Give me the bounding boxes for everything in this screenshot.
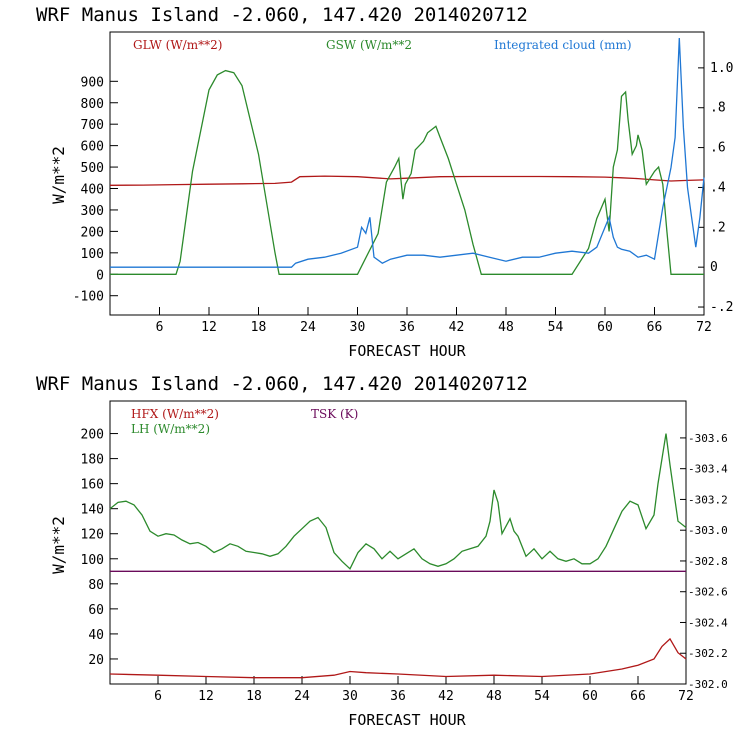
y-tick-label: 60 (88, 603, 104, 618)
y-tick-label: 100 (81, 553, 104, 568)
y-tick-label: -100 (73, 290, 104, 305)
legend-gsw: GSW (W/m**2 (326, 38, 412, 52)
y2-tick-label: -302.0 (688, 678, 728, 691)
y-tick-label: 600 (81, 140, 104, 155)
series-line (110, 37, 705, 268)
top-x-ticks: 6 12 18 24 30 36 42 48 54 60 66 72 (156, 307, 712, 335)
x-tick-label: 30 (350, 320, 366, 335)
y2-tick-label: 1.0 (710, 61, 733, 76)
y2-tick-label: .8 (710, 101, 726, 116)
series-line (109, 175, 705, 186)
y2-tick-label: -303.6 (688, 432, 728, 445)
x-tick-label: 54 (534, 689, 550, 704)
x-tick-label: 12 (201, 320, 217, 335)
bottom-chart-title: WRF Manus Island -2.060, 147.420 2014020… (36, 373, 528, 395)
top-right-y-ticks: -.2 0 .2 .4 .6 .8 1.0 (698, 61, 733, 315)
y-tick-label: 100 (81, 247, 104, 262)
x-tick-label: 48 (486, 689, 502, 704)
bottom-right-y-ticks: -302.0 -302.2 -302.4 -302.6 -302.8 -303.0 -303… (680, 432, 728, 691)
y-tick-label: 200 (81, 428, 104, 443)
legend-lh: LH (W/m**2) (131, 422, 210, 436)
y2-tick-label: -302.2 (688, 647, 728, 660)
bottom-y-ticks: 20 40 60 80 100 120 140 160 180 200 (81, 428, 118, 668)
series-line (110, 69, 704, 275)
y-tick-label: 700 (81, 118, 104, 133)
x-tick-label: 48 (498, 320, 514, 335)
series-line (109, 637, 687, 679)
top-x-axis-label: FORECAST HOUR (348, 342, 466, 360)
y-tick-label: 140 (81, 503, 104, 518)
x-tick-label: 66 (647, 320, 663, 335)
x-tick-label: 6 (156, 320, 164, 335)
y-tick-label: 800 (81, 97, 104, 112)
y-tick-label: 0 (96, 268, 104, 283)
top-plot-frame (109, 31, 705, 316)
y-tick-label: 900 (81, 75, 104, 90)
legend-tsk: TSK (K) (311, 407, 358, 421)
radiation-panel: WRF Manus Island -2.060, 147.420 2014020… (36, 4, 733, 360)
flux-panel: WRF Manus Island -2.060, 147.420 2014020… (36, 373, 728, 729)
y-tick-label: 300 (81, 204, 104, 219)
bottom-x-axis-label: FORECAST HOUR (348, 711, 466, 729)
y-tick-label: 160 (81, 478, 104, 493)
bottom-y-axis-label: W/m**2 (49, 516, 68, 574)
x-tick-label: 36 (399, 320, 415, 335)
x-tick-label: 24 (294, 689, 310, 704)
y2-tick-label: -.2 (710, 300, 733, 315)
x-tick-label: 42 (438, 689, 454, 704)
x-tick-label: 54 (548, 320, 564, 335)
y-tick-label: 180 (81, 453, 104, 468)
bottom-x-ticks: 6 12 18 24 30 36 42 48 54 60 66 72 (154, 676, 694, 704)
y-tick-label: 500 (81, 161, 104, 176)
x-tick-label: 6 (154, 689, 162, 704)
top-chart-title: WRF Manus Island -2.060, 147.420 2014020… (36, 4, 528, 26)
y2-tick-label: -302.6 (688, 586, 728, 599)
x-tick-label: 66 (630, 689, 646, 704)
y2-tick-label: -303.4 (688, 463, 728, 476)
x-tick-label: 72 (678, 689, 694, 704)
x-tick-label: 18 (246, 689, 262, 704)
bottom-series-group (109, 433, 687, 679)
x-tick-label: 30 (342, 689, 358, 704)
y2-tick-label: -303.2 (688, 493, 728, 506)
y2-tick-label: .6 (710, 141, 726, 156)
legend-integrated-cloud: Integrated cloud (mm) (494, 38, 632, 52)
legend-glw: GLW (W/m**2) (133, 38, 222, 52)
y-tick-label: 120 (81, 528, 104, 543)
x-tick-label: 60 (597, 320, 613, 335)
x-tick-label: 60 (582, 689, 598, 704)
x-tick-label: 24 (300, 320, 316, 335)
y-tick-label: 40 (88, 628, 104, 643)
y2-tick-label: 0 (710, 260, 718, 275)
y2-tick-label: -302.4 (688, 616, 728, 629)
x-tick-label: 12 (198, 689, 214, 704)
x-tick-label: 36 (390, 689, 406, 704)
x-tick-label: 42 (449, 320, 465, 335)
y2-tick-label: .2 (710, 220, 726, 235)
y2-tick-label: .4 (710, 180, 726, 195)
y-tick-label: 80 (88, 578, 104, 593)
y-tick-label: 20 (88, 653, 104, 668)
y-tick-label: 400 (81, 183, 104, 198)
legend-hfx: HFX (W/m**2) (131, 407, 219, 421)
series-line (109, 433, 687, 570)
y-tick-label: 200 (81, 225, 104, 240)
y2-tick-label: -302.8 (688, 555, 728, 568)
y2-tick-label: -303.0 (688, 524, 728, 537)
x-tick-label: 18 (251, 320, 267, 335)
top-y-ticks: -100 0 100 200 300 400 500 600 700 800 900 (73, 75, 118, 305)
x-tick-label: 72 (696, 320, 712, 335)
top-series-group (109, 37, 705, 275)
top-y-axis-label: W/m**2 (49, 146, 68, 204)
